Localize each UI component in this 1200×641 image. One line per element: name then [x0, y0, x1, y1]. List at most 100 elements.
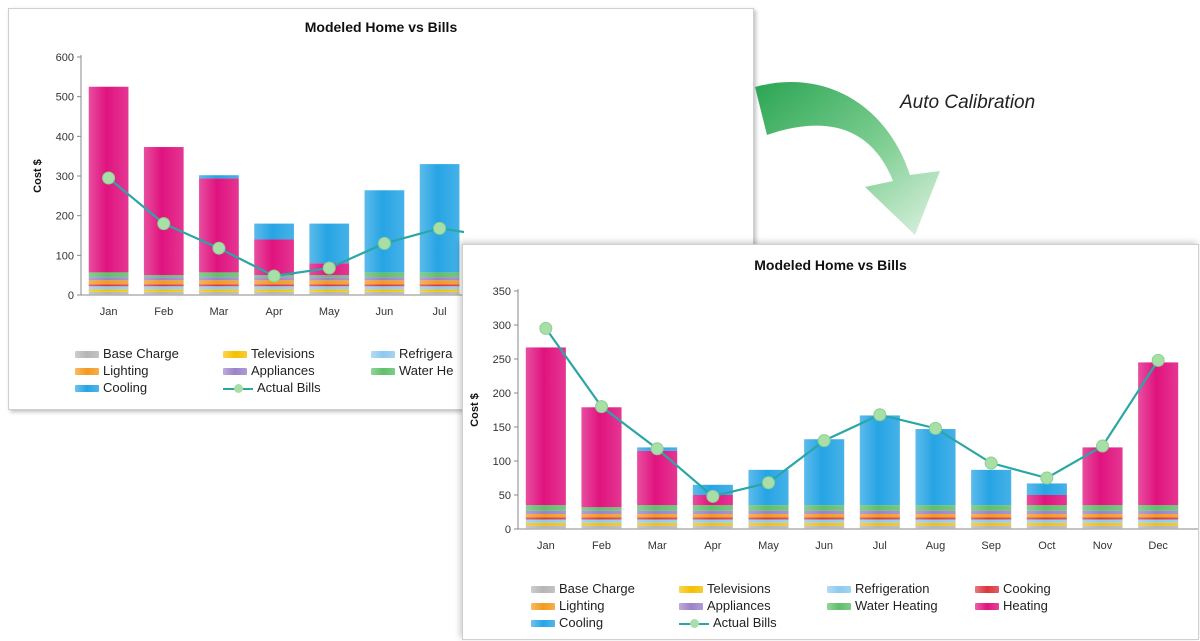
- legend-item: Refrigera: [371, 346, 452, 362]
- legend-label: Appliances: [707, 598, 771, 613]
- bar-water-heating: [859, 505, 900, 511]
- x-tick-label: Jun: [815, 540, 833, 552]
- legend-swatch: [371, 368, 395, 376]
- y-tick-label: 300: [56, 171, 74, 183]
- bar-appliances: [143, 277, 184, 281]
- legend-item: Cooking: [975, 581, 1051, 597]
- bar-cooling: [419, 164, 460, 273]
- point-actual-bills: [212, 241, 226, 255]
- legend-item: Lighting: [75, 363, 149, 379]
- bar-televisions: [1026, 522, 1067, 526]
- bar-refrigeration: [692, 519, 733, 523]
- bar-heating: [1082, 447, 1123, 506]
- legend-line-swatch: [223, 383, 253, 395]
- bar-refrigeration: [88, 286, 129, 290]
- legend-item: Televisions: [679, 581, 771, 597]
- legend-label: Refrigeration: [855, 581, 930, 596]
- bar-appliances: [1026, 510, 1067, 515]
- legend-label: Appliances: [251, 363, 315, 378]
- legend-swatch: [531, 620, 555, 628]
- bar-base-charge: [971, 525, 1012, 529]
- y-tick-label: 500: [56, 92, 74, 104]
- bar-cooking: [143, 284, 184, 287]
- bar-refrigeration: [143, 286, 184, 290]
- bar-water-heating: [915, 505, 956, 511]
- bar-water-heating: [581, 507, 622, 511]
- x-tick-label: May: [758, 540, 779, 552]
- series-line-actual-bills: [544, 327, 1160, 498]
- legend-swatch: [531, 603, 555, 611]
- x-tick-label: Oct: [1038, 540, 1055, 552]
- bar-appliances: [364, 277, 405, 281]
- x-tick-label: Dec: [1148, 540, 1168, 552]
- bar-water-heating: [88, 272, 129, 278]
- y-tick-label: 0: [68, 290, 74, 302]
- point-actual-bills: [322, 261, 336, 275]
- bar-lighting: [915, 514, 956, 518]
- bar-water-heating: [1138, 505, 1179, 511]
- bar-televisions: [804, 522, 845, 526]
- bar-cooking: [525, 517, 566, 520]
- y-tick-label: 0: [505, 524, 511, 536]
- bar-refrigeration: [637, 519, 678, 523]
- bar-water-heating: [419, 272, 460, 278]
- bar-base-charge: [1138, 525, 1179, 529]
- legend-item: Cooling: [531, 615, 603, 631]
- bar-televisions: [199, 289, 239, 292]
- bar-base-charge: [637, 525, 678, 529]
- bar-water-heating: [199, 272, 239, 278]
- bar-base-charge: [1026, 525, 1067, 529]
- bar-televisions: [859, 522, 900, 526]
- legend-label: Cooling: [103, 380, 148, 395]
- point-actual-bills: [595, 400, 608, 414]
- legend-item: Televisions: [223, 346, 315, 362]
- bar-base-charge: [364, 291, 405, 295]
- point-actual-bills: [489, 231, 501, 243]
- bar-lighting: [143, 280, 184, 285]
- point-actual-bills: [539, 321, 553, 335]
- bar-cooling: [915, 429, 956, 506]
- legend-swatch: [827, 603, 851, 611]
- legend-swatch: [679, 603, 703, 611]
- x-tick-label: Apr: [266, 306, 283, 318]
- bar-televisions: [692, 522, 733, 526]
- point-actual-bills: [377, 236, 391, 250]
- y-tick-label: 200: [493, 388, 511, 400]
- bar-televisions: [581, 522, 622, 526]
- bar-lighting: [525, 514, 566, 518]
- bar-cooking: [971, 517, 1012, 520]
- bar-refrigeration: [364, 286, 405, 290]
- legend-swatch: [679, 586, 703, 594]
- bar-refrigeration: [915, 519, 956, 523]
- bar-cooking: [88, 284, 129, 287]
- bar-base-charge: [581, 525, 622, 529]
- bar-cooking: [309, 284, 350, 287]
- bar-refrigeration: [581, 519, 622, 523]
- bar-base-charge: [143, 291, 184, 295]
- bar-cooking: [859, 517, 900, 520]
- legend-item: Cooling: [75, 380, 147, 396]
- y-axis-label: Cost $: [469, 393, 481, 427]
- legend-item: Water He: [371, 363, 453, 379]
- bar-lighting: [637, 514, 678, 518]
- bar-lighting: [364, 280, 405, 285]
- bar-appliances: [971, 510, 1012, 515]
- legend-swatch: [827, 586, 851, 594]
- x-tick-label: Aug: [926, 540, 946, 552]
- legend-item: Lighting: [531, 598, 605, 614]
- legend-line-swatch: [679, 618, 709, 630]
- calibration-arrow-icon: [755, 82, 940, 235]
- y-tick-label: 400: [56, 131, 74, 143]
- legend-label: Refrigera: [399, 346, 453, 361]
- y-tick-label: 300: [493, 320, 511, 332]
- bar-cooling: [971, 469, 1012, 506]
- bar-base-charge: [859, 525, 900, 529]
- point-actual-bills: [1040, 471, 1054, 485]
- point-actual-bills: [1151, 353, 1165, 367]
- bar-water-heating: [525, 505, 566, 511]
- chart-plot: 0 50 100 150 200 250 300 350 Cost $ Jan Feb Mar Apr M…: [469, 286, 1198, 552]
- legend-swatch: [975, 603, 999, 611]
- bar-refrigeration: [804, 519, 845, 523]
- bar-lighting: [1138, 514, 1179, 518]
- bar-appliances: [199, 277, 239, 281]
